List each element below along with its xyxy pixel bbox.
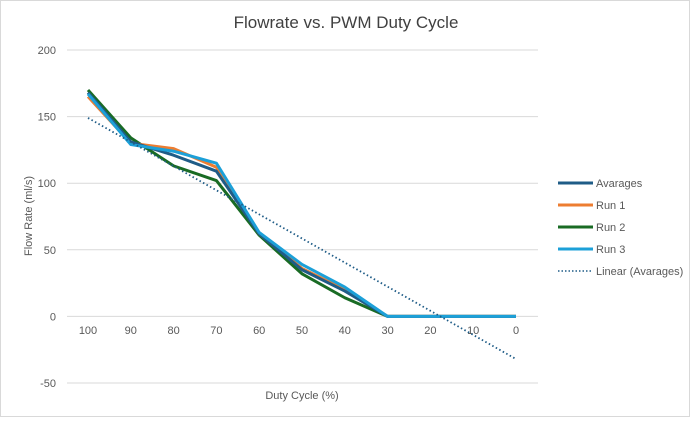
x-axis-label: Duty Cycle (%) [265, 390, 338, 402]
series-line-run-3 [86, 92, 516, 318]
series-line-avarages [86, 91, 516, 318]
y-tick-label: 150 [38, 112, 56, 124]
y-tick-label: 0 [50, 311, 56, 323]
series-line-run-2 [86, 88, 516, 318]
legend-label: Avarages [596, 178, 643, 190]
y-axis-label: Flow Rate (ml/s) [23, 176, 35, 256]
x-tick-label: 20 [424, 325, 436, 337]
x-tick-label: 100 [79, 325, 97, 337]
x-tick-label: 50 [296, 325, 308, 337]
trendline [87, 117, 517, 360]
x-tick-label: 30 [381, 325, 393, 337]
x-tick-label: 90 [125, 325, 137, 337]
x-tick-label: 0 [513, 325, 519, 337]
x-tick-label: 40 [339, 325, 351, 337]
legend-label: Run 3 [596, 244, 625, 256]
y-tick-label: -50 [40, 378, 56, 390]
y-tick-label: 200 [38, 45, 56, 57]
legend-label: Linear (Avarages) [596, 266, 683, 278]
legend-label: Run 2 [596, 222, 625, 234]
legend: Avarages Run 1 Run 2 Run 3 Linear (Avarages) [558, 178, 683, 278]
x-tick-label: 70 [210, 325, 222, 337]
x-tick-label: 80 [167, 325, 179, 337]
x-tick-label: 60 [253, 325, 265, 337]
x-tick-label: 10 [467, 325, 479, 337]
legend-label: Run 1 [596, 200, 625, 212]
y-tick-label: 100 [38, 178, 56, 190]
series-line-run-1 [86, 95, 516, 318]
y-tick-label: 50 [44, 245, 56, 257]
chart-title: Flowrate vs. PWM Duty Cycle [234, 13, 459, 32]
